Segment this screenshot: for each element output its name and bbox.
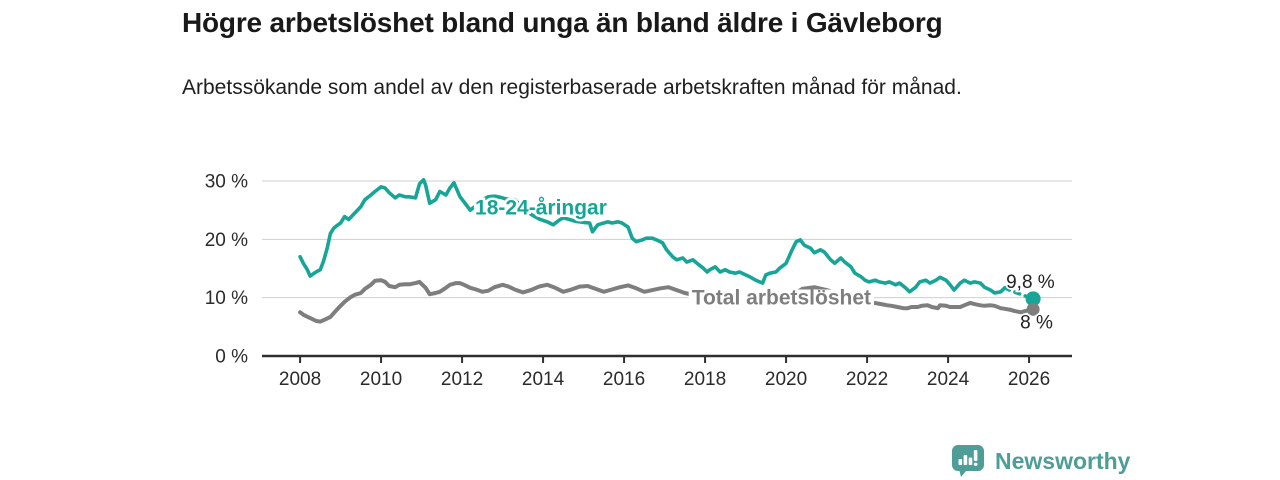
series-line-0 [298, 178, 1007, 295]
end-dot-1 [1026, 302, 1040, 316]
end-dot-0 [1025, 291, 1041, 307]
newsworthy-logo-text: Newsworthy [995, 447, 1131, 474]
x-tick-label: 2020 [765, 369, 807, 390]
y-tick-label: 10 % [205, 288, 248, 309]
y-tick-label: 0 % [215, 347, 248, 368]
x-tick-label: 2024 [927, 369, 970, 390]
logo-bars [958, 450, 978, 466]
y-tick-label: 30 % [205, 172, 248, 193]
chart-subtitle: Arbetssökande som andel av den registerb… [182, 76, 962, 99]
x-tick-label: 2014 [522, 369, 565, 390]
newsworthy-logo: Newsworthy [951, 444, 1130, 478]
y-tick-label: 20 % [205, 230, 248, 251]
x-tick-label: 2022 [846, 369, 888, 390]
series-label-bg-1 [688, 289, 875, 308]
series-label-1: Total arbetslöshet [692, 287, 871, 310]
x-tick-label: 2016 [603, 369, 645, 390]
newsworthy-logo-icon [952, 445, 984, 477]
logo-bubble-shape [952, 445, 984, 477]
x-tick-label: 2012 [441, 369, 483, 390]
series-label-0: 18-24-åringar [475, 197, 607, 220]
end-value-label-0: 9,8 % [1006, 272, 1055, 293]
end-value-label-1: 8 % [1020, 312, 1053, 333]
series-line-1 [298, 278, 1036, 324]
x-tick-label: 2026 [1008, 369, 1050, 390]
x-tick-label: 2010 [360, 369, 402, 390]
x-tick-label: 2018 [684, 369, 726, 390]
x-tick-label: 2008 [279, 369, 321, 390]
page-title: Högre arbetslöshet bland unga än bland ä… [182, 7, 943, 38]
